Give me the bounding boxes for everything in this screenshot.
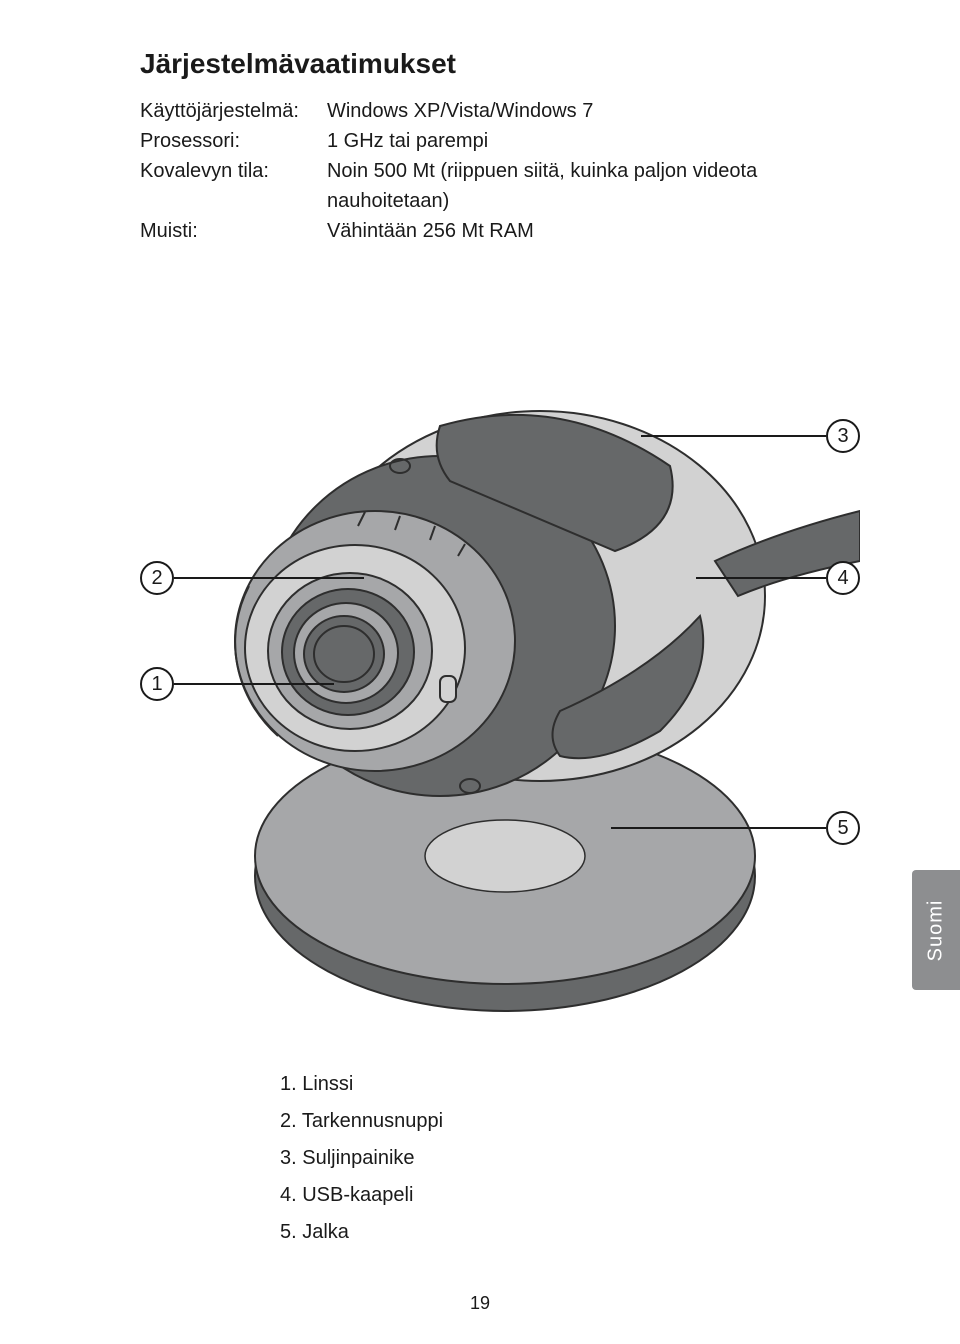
legend-item: 1. Linssi: [280, 1066, 850, 1103]
callout-2: 2: [140, 561, 364, 595]
specs-table: Käyttöjärjestelmä:Windows XP/Vista/Windo…: [140, 96, 850, 246]
spec-row: Käyttöjärjestelmä:Windows XP/Vista/Windo…: [140, 96, 850, 126]
callout-leader: [696, 577, 826, 579]
legend-item: 5. Jalka: [280, 1214, 850, 1251]
legend-item: 2. Tarkennusnuppi: [280, 1103, 850, 1140]
callout-3: 3: [641, 419, 860, 453]
callout-5: 5: [611, 811, 860, 845]
callout-1: 1: [140, 667, 334, 701]
legend-item: 4. USB-kaapeli: [280, 1177, 850, 1214]
legend-item: 3. Suljinpainike: [280, 1140, 850, 1177]
spec-value: Vähintään 256 Mt RAM: [327, 216, 850, 246]
spec-value: Windows XP/Vista/Windows 7: [327, 96, 850, 126]
spec-label: Muisti:: [140, 216, 327, 246]
legend-list: 1. Linssi2. Tarkennusnuppi3. Suljinpaini…: [280, 1066, 850, 1251]
page-title: Järjestelmävaatimukset: [140, 48, 850, 80]
language-tab-label: Suomi: [925, 899, 948, 961]
language-tab: Suomi: [912, 870, 960, 990]
spec-label: Prosessori:: [140, 126, 327, 156]
spec-label: Käyttöjärjestelmä:: [140, 96, 327, 126]
page-number: 19: [0, 1293, 960, 1314]
callout-leader: [174, 683, 334, 685]
spec-value: Noin 500 Mt (riippuen siitä, kuinka palj…: [327, 156, 850, 216]
callout-leader: [174, 577, 364, 579]
callout-number: 1: [140, 667, 174, 701]
callout-leader: [641, 435, 826, 437]
spec-row: Muisti:Vähintään 256 Mt RAM: [140, 216, 850, 246]
callout-number: 3: [826, 419, 860, 453]
callout-number: 4: [826, 561, 860, 595]
spec-row: Kovalevyn tila:Noin 500 Mt (riippuen sii…: [140, 156, 850, 216]
callout-leader: [611, 827, 826, 829]
callout-number: 2: [140, 561, 174, 595]
spec-value: 1 GHz tai parempi: [327, 126, 850, 156]
spec-row: Prosessori:1 GHz tai parempi: [140, 126, 850, 156]
spec-label: Kovalevyn tila:: [140, 156, 327, 216]
callout-number: 5: [826, 811, 860, 845]
webcam-diagram: 1 2 3 4 5: [140, 316, 860, 1026]
callout-4: 4: [696, 561, 860, 595]
